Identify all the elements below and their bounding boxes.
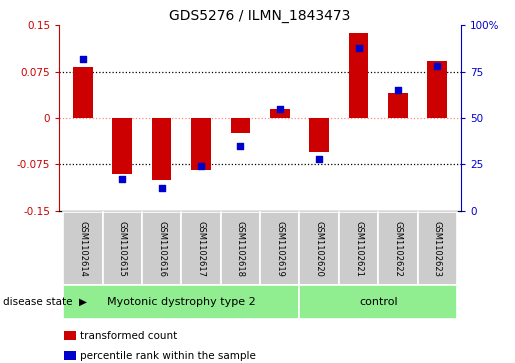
Point xyxy=(158,185,166,191)
Text: control: control xyxy=(359,297,398,307)
Bar xyxy=(299,285,457,319)
Point xyxy=(118,176,126,182)
Point xyxy=(197,163,205,169)
Bar xyxy=(63,212,102,285)
Text: GSM1102619: GSM1102619 xyxy=(275,221,284,277)
Text: GSM1102622: GSM1102622 xyxy=(393,221,402,277)
Bar xyxy=(102,212,142,285)
Title: GDS5276 / ILMN_1843473: GDS5276 / ILMN_1843473 xyxy=(169,9,351,23)
Text: disease state  ▶: disease state ▶ xyxy=(3,297,87,307)
Bar xyxy=(260,212,299,285)
Bar xyxy=(310,118,329,152)
Bar xyxy=(339,212,378,285)
Bar xyxy=(231,118,250,134)
Text: GSM1102620: GSM1102620 xyxy=(315,221,323,277)
Bar xyxy=(378,212,418,285)
Text: percentile rank within the sample: percentile rank within the sample xyxy=(80,351,256,361)
Text: GSM1102623: GSM1102623 xyxy=(433,221,442,277)
Bar xyxy=(73,67,93,118)
Text: GSM1102621: GSM1102621 xyxy=(354,221,363,277)
Bar xyxy=(270,109,289,118)
Point xyxy=(236,143,245,149)
Point xyxy=(79,56,87,62)
Bar xyxy=(349,33,368,118)
Bar xyxy=(142,212,181,285)
Bar xyxy=(63,285,299,319)
Point xyxy=(315,156,323,162)
Bar xyxy=(388,93,408,118)
Text: GSM1102617: GSM1102617 xyxy=(197,221,205,277)
Bar xyxy=(221,212,260,285)
Bar xyxy=(152,118,171,180)
Bar xyxy=(418,212,457,285)
Bar xyxy=(427,61,447,118)
Point xyxy=(354,45,363,50)
Text: GSM1102618: GSM1102618 xyxy=(236,221,245,277)
Point xyxy=(276,106,284,112)
Bar xyxy=(191,118,211,171)
Text: Myotonic dystrophy type 2: Myotonic dystrophy type 2 xyxy=(107,297,255,307)
Text: transformed count: transformed count xyxy=(80,331,177,341)
Text: GSM1102616: GSM1102616 xyxy=(157,221,166,277)
Text: GSM1102615: GSM1102615 xyxy=(118,221,127,277)
Text: GSM1102614: GSM1102614 xyxy=(78,221,88,277)
Bar xyxy=(112,118,132,174)
Point xyxy=(394,87,402,93)
Bar xyxy=(181,212,221,285)
Bar xyxy=(299,212,339,285)
Point xyxy=(433,63,441,69)
